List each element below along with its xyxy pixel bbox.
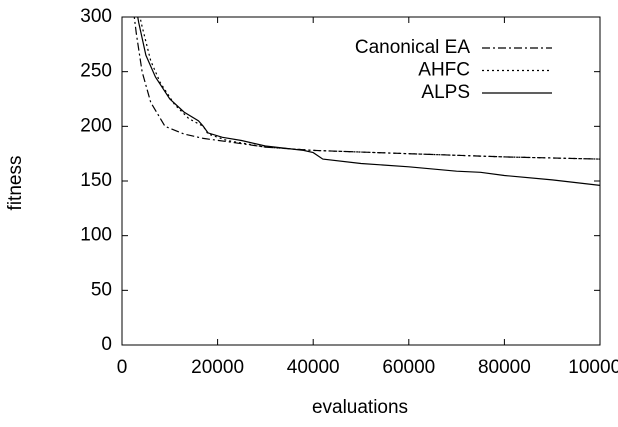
y-tick-label: 200	[80, 115, 112, 136]
x-tick-label: 60000	[382, 357, 435, 378]
series-line	[137, 17, 600, 186]
x-tick-label: 0	[117, 357, 128, 378]
legend-label: ALPS	[421, 82, 470, 103]
x-tick-label: 80000	[478, 357, 531, 378]
y-tick-label: 0	[101, 334, 112, 355]
y-tick-label: 100	[80, 225, 112, 246]
x-axis-label: evaluations	[312, 397, 408, 418]
legend-label: AHFC	[418, 60, 470, 81]
y-tick-label: 300	[80, 6, 112, 27]
y-tick-label: 250	[80, 61, 112, 82]
y-axis-label: fitness	[5, 156, 26, 211]
x-tick-label: 20000	[191, 357, 244, 378]
legend-label: Canonical EA	[355, 37, 470, 58]
y-tick-label: 150	[80, 170, 112, 191]
series-line	[139, 17, 600, 160]
x-tick-label: 40000	[287, 357, 340, 378]
plot-frame	[121, 16, 601, 346]
y-tick-label: 50	[91, 279, 112, 300]
series-line	[133, 17, 600, 160]
